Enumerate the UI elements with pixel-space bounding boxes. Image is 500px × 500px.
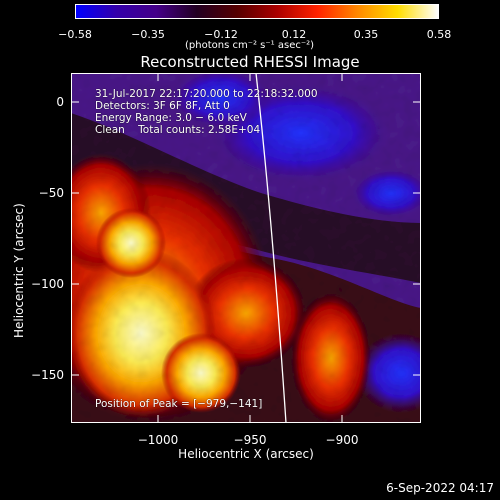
x-tick-label: −1000 bbox=[137, 433, 179, 447]
x-tick-label: −900 bbox=[325, 433, 359, 447]
colorbar bbox=[75, 4, 439, 19]
colorbar-tick-2: −0.35 bbox=[131, 28, 165, 41]
source-core-north bbox=[96, 208, 166, 278]
info-energy-range: Energy Range: 3.0 − 6.0 keV bbox=[95, 112, 247, 124]
colorbar-tick-5: 0.35 bbox=[353, 28, 379, 41]
solar-limb-line bbox=[255, 73, 287, 423]
source-core-south bbox=[161, 333, 241, 413]
info-clean-counts: Clean Total counts: 2.58E+04 bbox=[95, 124, 261, 136]
dark-band-upper bbox=[71, 113, 421, 283]
colorbar-tick-4: 0.12 bbox=[281, 28, 307, 41]
rhessi-image bbox=[71, 73, 421, 423]
y-tick-label: 0 bbox=[56, 95, 64, 109]
negative-region-3 bbox=[351, 168, 421, 218]
y-tick-label: −100 bbox=[31, 277, 64, 291]
plot-timestamp: 6-Sep-2022 04:17 bbox=[386, 481, 494, 495]
y-axis-label-container: Heliocentric Y (arcsec) bbox=[12, 203, 28, 448]
rhessi-image-map bbox=[71, 73, 421, 423]
x-tick-label: −950 bbox=[233, 433, 267, 447]
colorbar-tick-6: 0.58 bbox=[426, 28, 452, 41]
x-axis-label: Heliocentric X (arcsec) bbox=[178, 447, 314, 461]
negative-region-2 bbox=[171, 73, 271, 128]
info-time-range: 31-Jul-2017 22:17:20.000 to 22:18:32.000 bbox=[95, 88, 318, 100]
y-tick-label: −150 bbox=[31, 368, 64, 382]
colorbar-tick-3: −0.12 bbox=[204, 28, 238, 41]
info-detectors: Detectors: 3F 6F 8F, Att 0 bbox=[95, 100, 230, 112]
image-title: Reconstructed RHESSI Image bbox=[140, 53, 360, 71]
info-peak-position: Position of Peak = [−979,−141] bbox=[95, 398, 263, 410]
secondary-source bbox=[291, 293, 371, 423]
y-tick-label: −50 bbox=[38, 186, 64, 200]
colorbar-tick-1: −0.58 bbox=[58, 28, 92, 41]
colorbar-units: (photons cm⁻² s⁻¹ asec⁻²) bbox=[185, 40, 315, 51]
y-axis-label: Heliocentric Y (arcsec) bbox=[12, 203, 26, 338]
negative-region-4 bbox=[356, 333, 421, 413]
